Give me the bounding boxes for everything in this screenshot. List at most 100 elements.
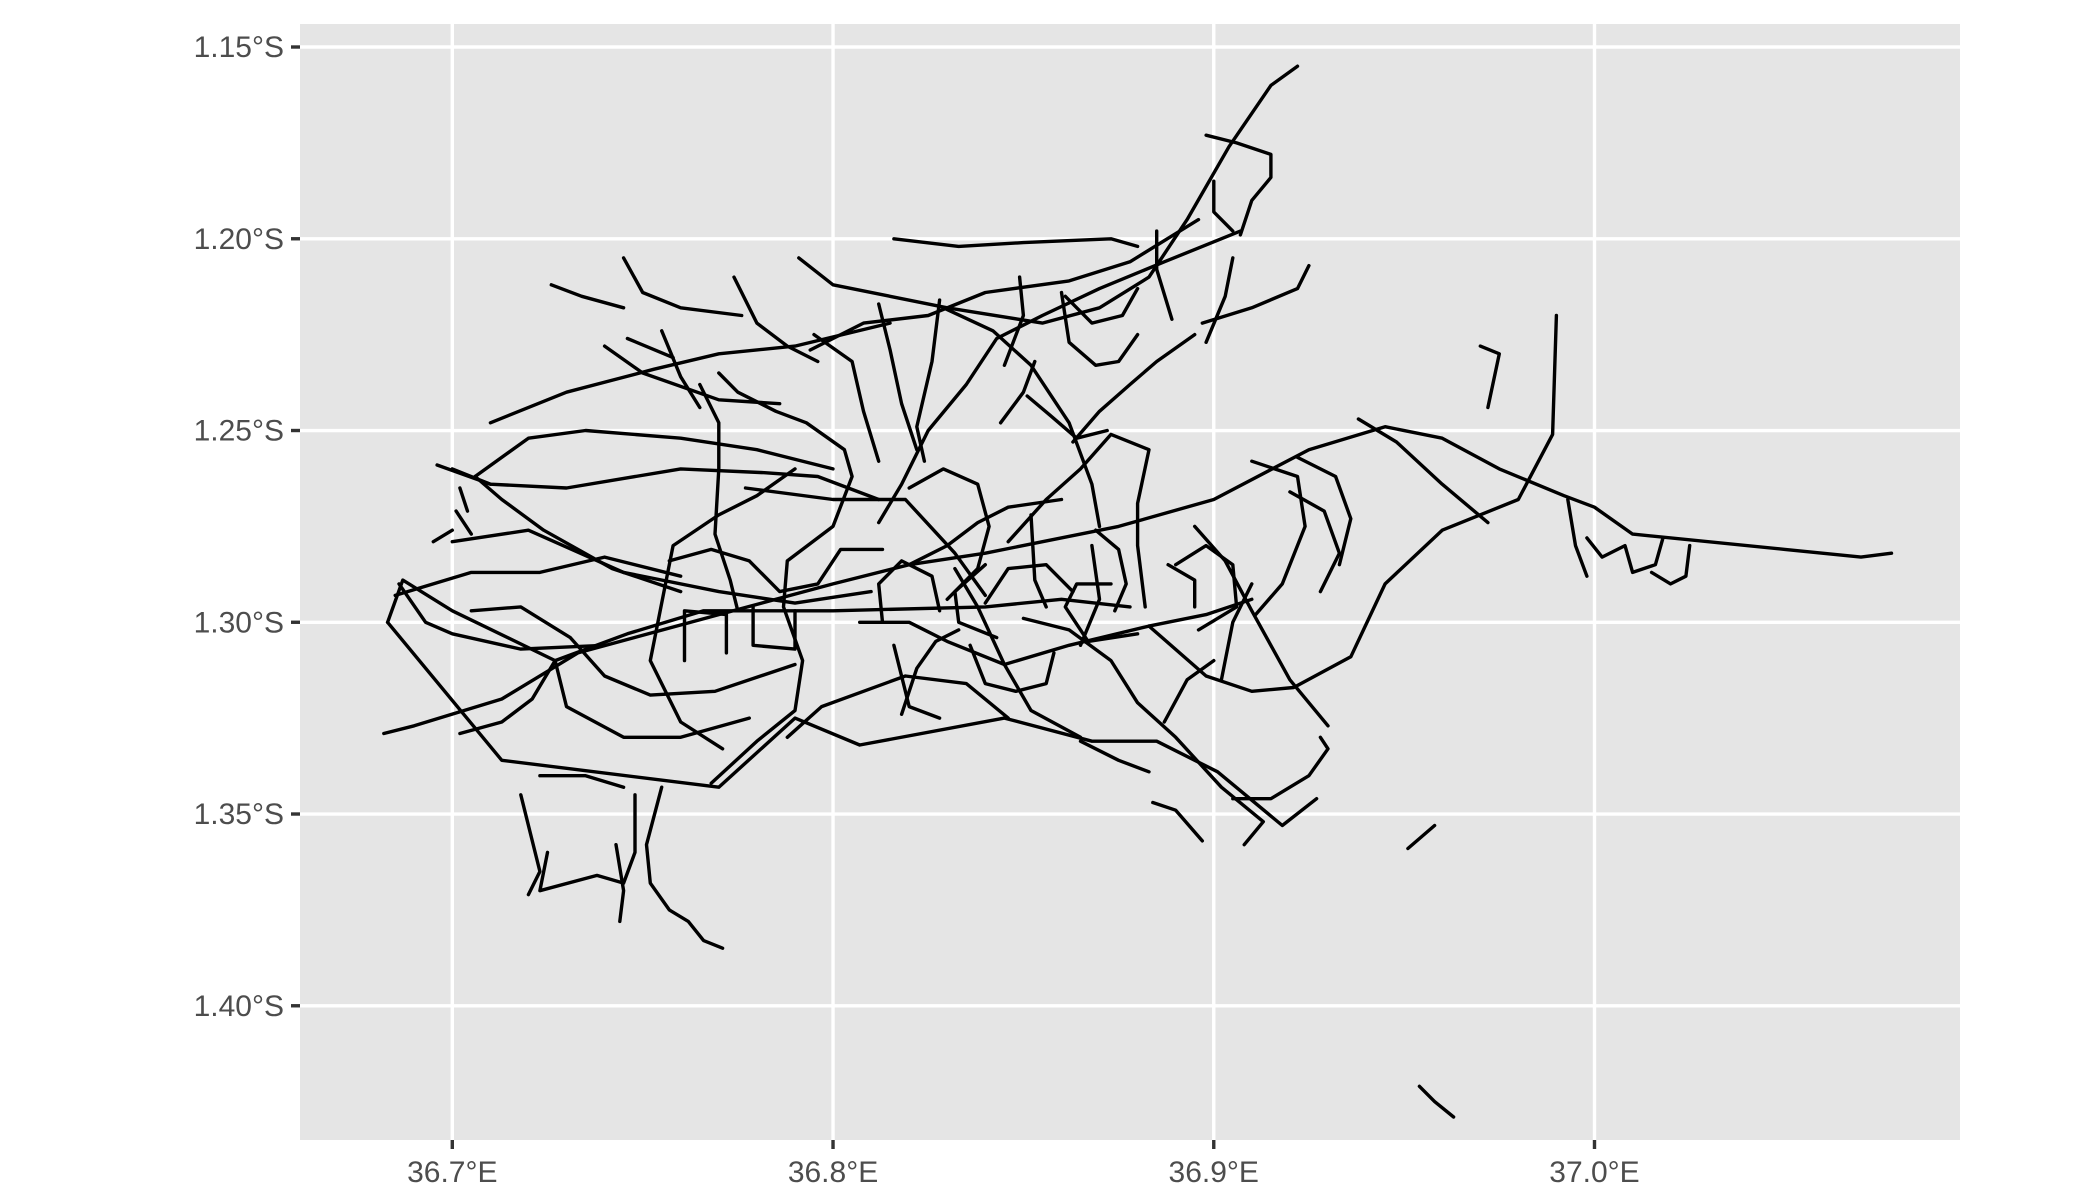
road-segment (1063, 582, 1140, 644)
road-segment (1063, 286, 1140, 325)
road-segment (877, 559, 942, 624)
road-segment (1585, 536, 1665, 575)
road-segment (621, 256, 744, 318)
road-segment (393, 555, 683, 598)
road-segment (877, 229, 1243, 525)
road-segment (1021, 616, 1265, 847)
road-segment (385, 620, 1319, 828)
road-segment (648, 467, 797, 751)
road-segment (1219, 582, 1254, 682)
x-axis: 36.7°E 36.8°E 36.9°E 37.0°E (407, 1140, 1640, 1189)
y-tick-label: 1.25°S (194, 415, 284, 448)
road-segment (1356, 417, 1490, 525)
road-segment (877, 302, 919, 452)
road-segment (1078, 543, 1102, 647)
road-segment (751, 605, 797, 651)
road-segment (1166, 563, 1197, 609)
road-segment (473, 474, 683, 594)
y-tick-label: 1.15°S (194, 31, 284, 64)
road-segment (1212, 179, 1235, 233)
road-segment (431, 528, 454, 544)
road-segment (968, 643, 1056, 693)
road-segment (1204, 133, 1273, 237)
road-segment (1478, 344, 1501, 410)
road-segment (519, 793, 542, 897)
road-segment (454, 509, 473, 536)
road-segment (941, 306, 1102, 529)
x-tick-label: 36.8°E (788, 1156, 878, 1189)
road-segment (538, 793, 637, 893)
road-segment (1406, 823, 1437, 851)
road-segment (1006, 432, 1151, 609)
road-segment (1231, 735, 1330, 801)
road-segment (1417, 1084, 1456, 1119)
road-segment (743, 486, 987, 598)
y-tick-label: 1.20°S (194, 223, 284, 256)
road-segment (1200, 263, 1311, 325)
road-segment (1288, 490, 1342, 594)
road-segment (614, 843, 626, 924)
road-segment (1162, 658, 1216, 724)
road-segment (1147, 313, 1559, 693)
road-segment (858, 597, 1254, 667)
road-segment (682, 609, 729, 663)
road-segment (602, 344, 782, 406)
road-segment (1094, 528, 1128, 613)
road-segment (667, 547, 885, 594)
road-segment (953, 566, 1083, 739)
roads-layer (382, 64, 1894, 1119)
road-segment (473, 428, 835, 479)
road-segment (709, 371, 854, 785)
plot-panel (300, 24, 1960, 1140)
road-segment (660, 329, 702, 410)
road-segment (892, 237, 1140, 249)
x-tick-label: 37.0°E (1549, 1156, 1639, 1189)
road-segment (1155, 229, 1174, 321)
road-segment (1649, 543, 1692, 586)
road-segment (1204, 256, 1235, 344)
road-segment (812, 332, 881, 463)
y-axis: 1.15°S 1.20°S 1.25°S 1.30°S 1.35°S 1.40°S (194, 31, 300, 1023)
road-segment (1078, 739, 1151, 774)
road-segment (698, 382, 740, 613)
road-segment (983, 563, 1075, 605)
road-segment (907, 497, 1064, 567)
road-segment (385, 578, 1132, 663)
road-segment (1059, 290, 1140, 367)
road-segment (549, 283, 626, 310)
road-segment (915, 298, 942, 463)
road-segment (644, 785, 725, 950)
road-segment (1025, 394, 1109, 440)
y-tick-label: 1.30°S (194, 606, 284, 639)
road-segment (458, 658, 557, 736)
road-segment (732, 275, 820, 364)
road-segment (538, 774, 626, 789)
road-segment (953, 563, 999, 640)
road-segment (397, 582, 607, 651)
road-segment (1193, 524, 1330, 728)
road-segment (785, 674, 1010, 739)
road-segment (488, 321, 892, 425)
road-segment (553, 658, 751, 739)
road-segment (797, 64, 1300, 325)
road-segment (1250, 459, 1307, 617)
road-segment (450, 467, 493, 486)
road-segment (1151, 800, 1204, 843)
road-segment (1071, 332, 1197, 444)
x-tick-label: 36.7°E (407, 1156, 497, 1189)
road-segment (899, 628, 961, 716)
road-segment (808, 217, 1201, 352)
road-segment (1174, 543, 1239, 632)
road-segment (450, 528, 873, 605)
road-segment (892, 643, 942, 720)
road-segment (625, 336, 675, 360)
road-segment (1566, 497, 1589, 578)
road-segment (1295, 455, 1353, 567)
y-tick-label: 1.35°S (194, 798, 284, 831)
y-tick-label: 1.40°S (194, 990, 284, 1023)
x-tick-label: 36.9°E (1169, 1156, 1259, 1189)
road-segment (1029, 513, 1048, 609)
road-segment (469, 605, 797, 697)
road-segment (998, 359, 1037, 425)
